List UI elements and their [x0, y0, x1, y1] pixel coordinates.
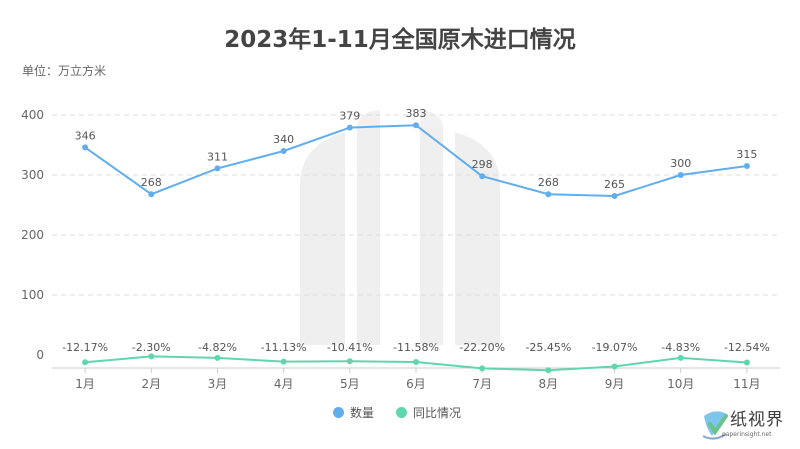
data-label: 383	[406, 107, 427, 120]
x-tick-label: 3月	[208, 377, 228, 391]
x-tick-label: 5月	[340, 377, 360, 391]
grid-lines	[52, 114, 780, 296]
data-label: -11.13%	[261, 341, 307, 354]
data-label: -2.30%	[132, 341, 171, 354]
data-label: 340	[273, 133, 294, 146]
data-label: 346	[75, 129, 96, 142]
brand-url: paperinsight.net	[722, 431, 772, 438]
y-tick-label: 100	[21, 288, 44, 302]
data-point[interactable]	[479, 365, 486, 372]
data-label: 268	[141, 176, 162, 189]
data-label: -4.83%	[661, 341, 700, 354]
data-label: 265	[604, 178, 625, 191]
x-tick-label: 8月	[539, 377, 559, 391]
brand-name: 纸视界	[730, 410, 784, 430]
y-tick-label: 0	[36, 348, 44, 362]
x-tick-label: 4月	[274, 377, 294, 391]
data-label: 315	[736, 148, 757, 161]
data-point[interactable]	[214, 165, 221, 172]
brand-logo: 纸视界 paperinsight.net	[700, 404, 795, 446]
data-point[interactable]	[148, 191, 155, 198]
legend-label-yoy: 同比情况	[413, 406, 462, 420]
data-label: -12.17%	[62, 341, 108, 354]
data-label: 379	[339, 110, 360, 123]
data-point[interactable]	[148, 353, 155, 360]
data-label: -12.54%	[724, 341, 770, 354]
data-label: 268	[538, 176, 559, 189]
legend-dot-yoy	[396, 407, 407, 418]
data-point[interactable]	[346, 124, 353, 131]
series	[82, 122, 750, 374]
data-point[interactable]	[280, 148, 287, 154]
legend-item-quantity[interactable]: 数量	[333, 404, 374, 421]
legend-dot-quantity	[333, 407, 344, 418]
chart-title: 2023年1-11月全国原木进口情况	[224, 27, 576, 53]
x-tick-label: 1月	[75, 377, 95, 391]
data-label: -4.82%	[198, 341, 237, 354]
data-point[interactable]	[82, 359, 89, 366]
unit-label: 单位：万立方米	[22, 64, 107, 78]
brand-mark-icon	[702, 411, 728, 440]
y-tick-label: 400	[21, 108, 44, 122]
y-tick-label: 200	[21, 228, 44, 242]
data-point[interactable]	[545, 191, 552, 198]
x-tick-label: 7月	[472, 377, 492, 391]
data-point[interactable]	[214, 354, 221, 361]
data-label: 298	[472, 158, 493, 171]
data-label: -25.45%	[525, 341, 571, 354]
data-point[interactable]	[743, 359, 750, 366]
watermark-logo	[300, 110, 500, 345]
data-point[interactable]	[82, 144, 89, 151]
data-point[interactable]	[479, 173, 486, 180]
data-point[interactable]	[677, 172, 684, 178]
series-line	[84, 124, 748, 198]
data-point[interactable]	[413, 122, 419, 129]
x-tick-label: 2月	[141, 377, 161, 391]
legend-item-yoy[interactable]: 同比情况	[396, 404, 461, 421]
data-label: -22.20%	[459, 341, 505, 354]
data-point[interactable]	[611, 193, 618, 199]
data-point[interactable]	[611, 363, 618, 370]
data-label: -10.41%	[327, 341, 373, 354]
data-point[interactable]	[413, 358, 419, 365]
data-point[interactable]	[545, 367, 552, 374]
x-tick-label: 9月	[605, 377, 625, 391]
data-label: -19.07%	[592, 341, 638, 354]
axes: 0 100 200 300 400 1月 2月 3月 4月 5月 6月 7月 8月 9月 10月 11月	[21, 108, 780, 391]
y-tick-label: 300	[21, 168, 44, 182]
x-tick-label: 10月	[667, 377, 694, 391]
data-label: 311	[207, 150, 228, 163]
data-labels: 346 268 311 340 379 383 298 268 265 300 315 -12.17%…	[62, 107, 770, 354]
data-label: -11.58%	[393, 341, 439, 354]
data-label: 300	[670, 157, 691, 170]
data-point[interactable]	[346, 358, 353, 365]
data-point[interactable]	[677, 354, 684, 361]
x-tick-label: 11月	[733, 377, 760, 391]
data-point[interactable]	[743, 163, 750, 169]
legend-label-quantity: 数量	[350, 406, 375, 420]
data-point[interactable]	[280, 358, 287, 365]
x-tick-label: 6月	[406, 377, 426, 391]
